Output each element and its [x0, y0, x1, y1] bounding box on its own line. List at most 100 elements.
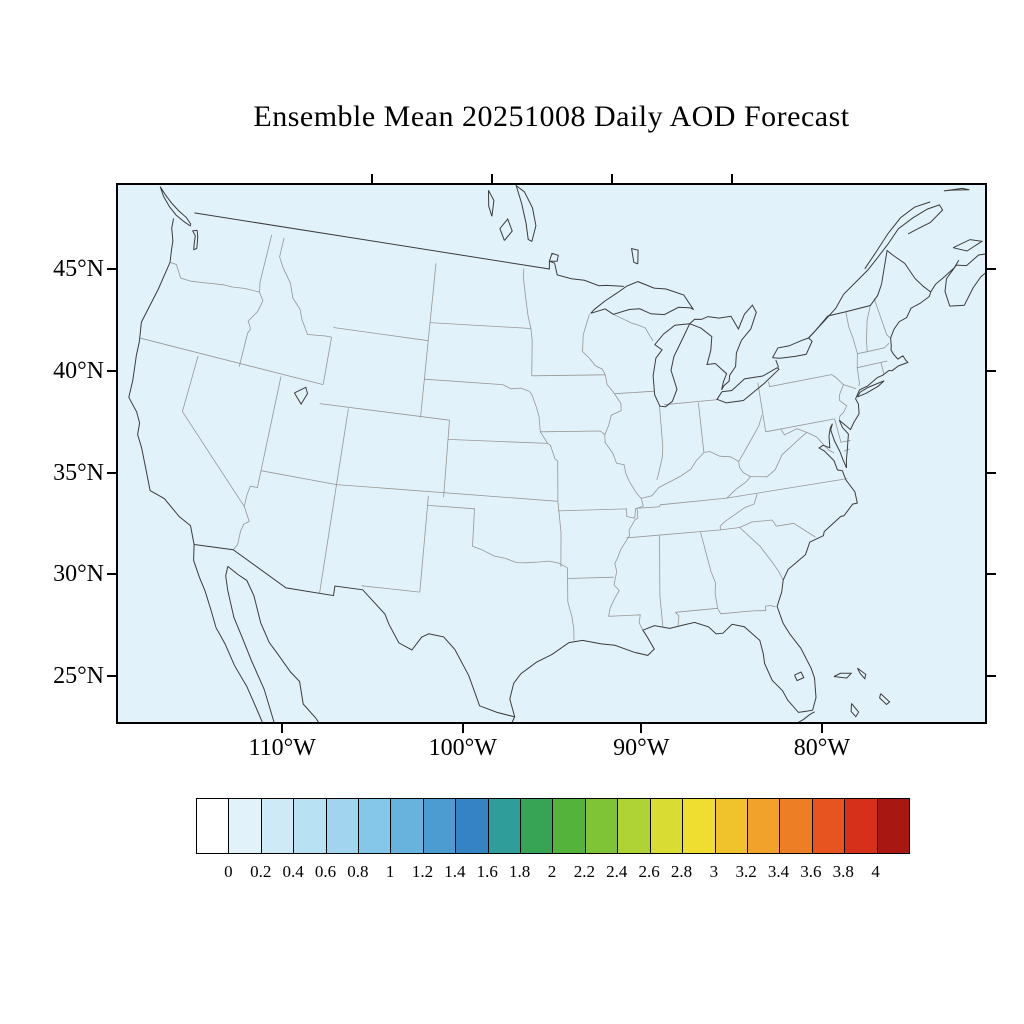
state-border-path	[447, 439, 548, 444]
state-border-path	[857, 360, 888, 369]
state-border-path	[581, 314, 644, 631]
colorbar-tick-label: 0.8	[347, 862, 369, 881]
colorbar-tick-label: 3	[709, 862, 719, 881]
colorbar-tick-label: 1.6	[476, 862, 498, 881]
colorbar-cell	[618, 799, 651, 853]
axis-tick	[107, 370, 118, 373]
colorbar-cell	[261, 799, 295, 853]
state-border-path	[336, 484, 558, 502]
lat-tick-label: 40°N	[53, 358, 104, 385]
state-border-path	[768, 374, 832, 388]
colorbar-tick-label: 3.8	[832, 862, 854, 881]
colorbar-tick-label: 1.8	[509, 862, 531, 881]
lake-path	[488, 190, 495, 217]
state-border-path	[726, 476, 751, 499]
coastline-path	[833, 672, 853, 679]
colorbar-tick-label: 3.4	[767, 862, 790, 881]
state-border-path	[856, 353, 861, 387]
state-border-path	[719, 493, 758, 530]
state-border-path	[765, 418, 835, 433]
state-border-path	[260, 470, 337, 485]
axis-tick	[985, 675, 996, 678]
colorbar-tick-label: 2.2	[573, 862, 595, 881]
state-border-path	[831, 374, 848, 421]
colorbar-cell	[650, 799, 684, 853]
state-border-path	[664, 399, 718, 406]
coastline-path	[808, 204, 944, 339]
state-border-path	[259, 234, 273, 293]
colorbar-cell	[747, 799, 781, 853]
colorbar-cell	[488, 799, 522, 853]
axis-tick	[107, 573, 118, 576]
colorbar-cell	[391, 799, 424, 853]
coastline-path	[864, 201, 931, 270]
state-border-path	[700, 532, 718, 609]
colorbar-tick-label: 0.4	[282, 862, 304, 881]
colorbar-cell	[326, 799, 360, 853]
axis-tick	[491, 174, 494, 185]
lake-path	[515, 185, 537, 242]
colorbar-tick-label: 0.2	[250, 862, 272, 881]
state-border-path	[169, 262, 260, 293]
lake-path	[794, 671, 805, 682]
lat-tick-label: 35°N	[53, 459, 104, 486]
state-border-path	[739, 527, 784, 581]
state-border-path	[738, 461, 751, 477]
lake-path	[293, 386, 309, 406]
lat-tick-label: 45°N	[53, 255, 104, 282]
state-border-path	[659, 535, 664, 628]
state-border-path	[238, 291, 264, 367]
lon-tick-label: 110°W	[248, 735, 316, 761]
figure-title: Ensemble Mean 20251008 Daily AOD Forecas…	[253, 100, 850, 133]
state-border-path	[181, 355, 250, 550]
state-border-path	[322, 337, 332, 385]
state-border-path	[427, 505, 568, 569]
axis-tick	[281, 722, 284, 733]
state-border-path	[443, 420, 450, 498]
state-border-path	[757, 382, 767, 432]
coastline-path	[808, 249, 932, 339]
state-border-path	[843, 384, 857, 390]
state-border-path	[531, 374, 606, 377]
colorbar-tick-label: 2.4	[606, 862, 628, 881]
colorbar-cell	[197, 799, 230, 853]
state-border-path	[319, 403, 450, 421]
colorbar-cell	[683, 799, 716, 853]
state-border-path	[420, 263, 437, 418]
lake-path	[590, 281, 694, 316]
coastline-path	[194, 212, 624, 287]
lon-tick-label: 100°W	[428, 735, 497, 761]
lon-tick-label: 90°W	[613, 735, 670, 761]
map-plot	[116, 183, 987, 724]
state-border-path	[361, 585, 420, 593]
state-border-path	[243, 376, 282, 507]
state-border-path	[806, 432, 835, 454]
colorbar-cell	[553, 799, 586, 853]
axis-tick	[461, 722, 464, 733]
coastline-path	[943, 187, 970, 192]
colorbar-cell	[812, 799, 846, 853]
state-border-path	[567, 567, 575, 641]
colorbar-cell	[294, 799, 327, 853]
state-border-path	[697, 402, 705, 453]
lake-path	[689, 304, 757, 391]
state-border-path	[333, 327, 429, 342]
state-border-path	[675, 605, 776, 615]
lake-path	[716, 367, 780, 404]
coastline-path	[952, 239, 984, 252]
colorbar-tick-label: 1.4	[444, 862, 466, 881]
coastline-path	[879, 693, 891, 706]
colorbar-cell	[229, 799, 262, 853]
state-border-path	[540, 430, 606, 436]
state-border-path	[424, 378, 530, 392]
state-border-path	[726, 478, 848, 499]
state-border-path	[857, 342, 890, 355]
colorbar-cell	[715, 799, 748, 853]
state-border-path	[419, 495, 429, 593]
colorbar-tick-label: 0	[224, 862, 233, 881]
colorbar-tick-label: 3.2	[735, 862, 757, 881]
coastline-path	[193, 544, 275, 722]
coastline-path	[509, 291, 932, 718]
coastline-path	[194, 544, 515, 718]
state-border-path	[873, 298, 891, 339]
